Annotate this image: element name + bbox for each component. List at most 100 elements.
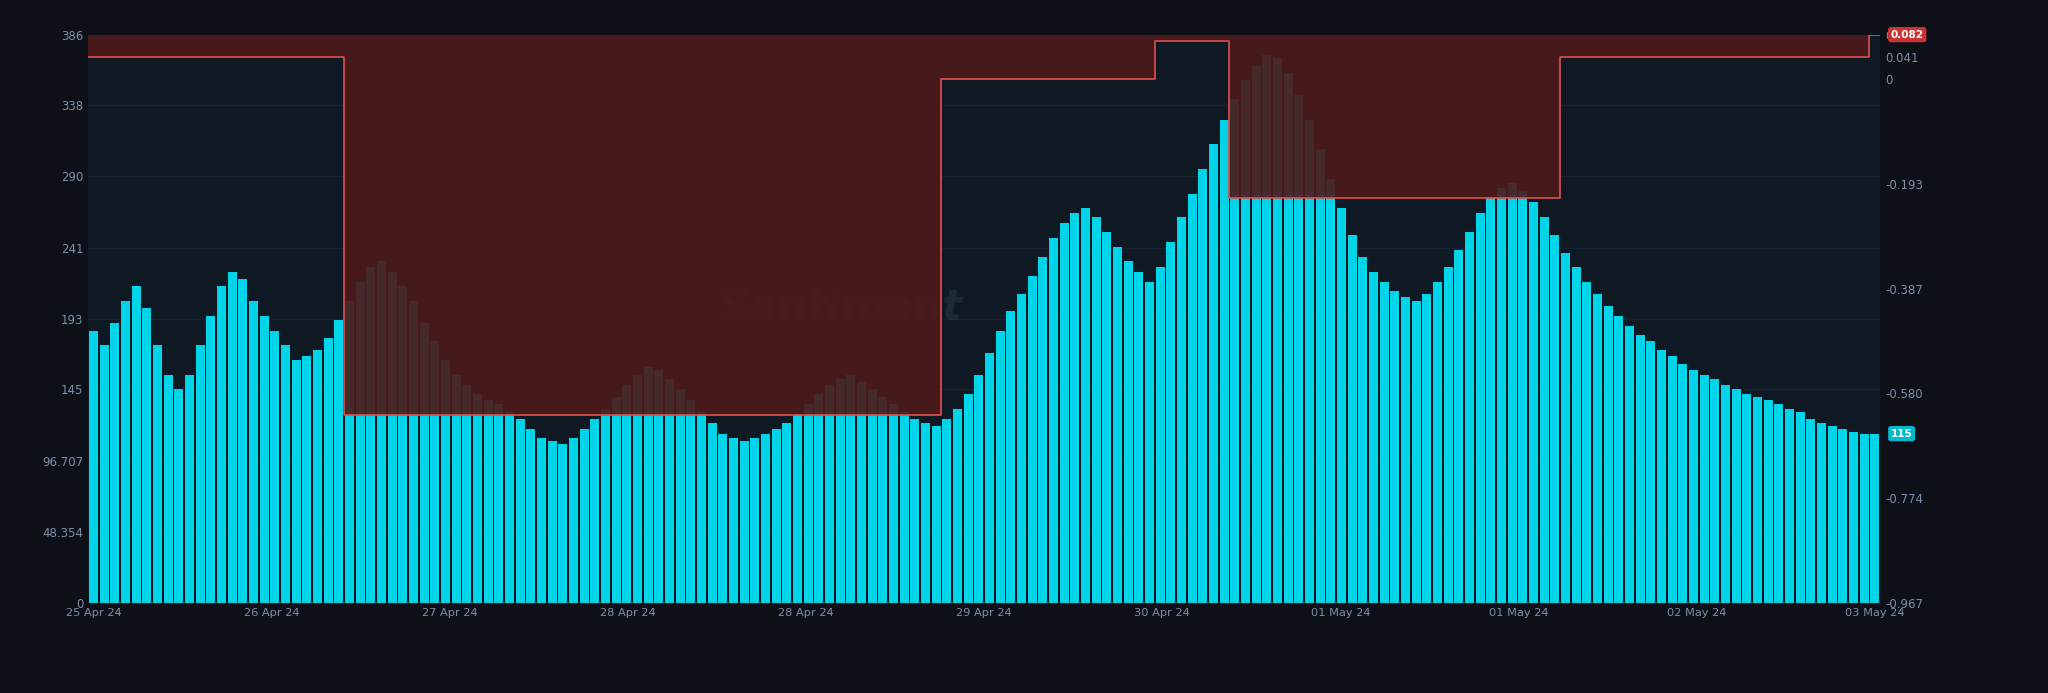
Bar bbox=[846, 375, 856, 603]
Bar bbox=[772, 429, 780, 603]
Bar bbox=[131, 286, 141, 603]
Bar bbox=[1028, 276, 1036, 603]
Bar bbox=[494, 404, 504, 603]
Bar bbox=[473, 394, 481, 603]
Bar bbox=[1188, 193, 1196, 603]
Bar bbox=[909, 419, 920, 603]
Bar bbox=[995, 331, 1006, 603]
Bar bbox=[1753, 397, 1761, 603]
Bar bbox=[729, 438, 737, 603]
Bar bbox=[750, 438, 760, 603]
Bar bbox=[334, 320, 344, 603]
Bar bbox=[1763, 400, 1774, 603]
Bar bbox=[633, 375, 641, 603]
Bar bbox=[217, 286, 225, 603]
Bar bbox=[1081, 209, 1090, 603]
Bar bbox=[1860, 434, 1868, 603]
Bar bbox=[430, 341, 438, 603]
Bar bbox=[1561, 252, 1571, 603]
Bar bbox=[1796, 412, 1804, 603]
Bar bbox=[1636, 335, 1645, 603]
Bar bbox=[250, 301, 258, 603]
Bar bbox=[526, 429, 535, 603]
Bar bbox=[686, 400, 694, 603]
Bar bbox=[932, 426, 940, 603]
Bar bbox=[942, 419, 950, 603]
Bar bbox=[1411, 301, 1421, 603]
Bar bbox=[1518, 191, 1528, 603]
Bar bbox=[227, 272, 238, 603]
Bar bbox=[899, 412, 909, 603]
Bar bbox=[1208, 143, 1219, 603]
Bar bbox=[1657, 350, 1665, 603]
Bar bbox=[600, 409, 610, 603]
Bar bbox=[1540, 217, 1548, 603]
Bar bbox=[1827, 426, 1837, 603]
Bar bbox=[1710, 379, 1718, 603]
Bar bbox=[1348, 235, 1356, 603]
Bar bbox=[100, 345, 109, 603]
Bar bbox=[1391, 291, 1399, 603]
Bar bbox=[793, 414, 803, 603]
Bar bbox=[1647, 341, 1655, 603]
Bar bbox=[1421, 294, 1432, 603]
Bar bbox=[1454, 249, 1462, 603]
Bar bbox=[1849, 432, 1858, 603]
Bar bbox=[281, 345, 291, 603]
Bar bbox=[1102, 232, 1112, 603]
Bar bbox=[1178, 217, 1186, 603]
Bar bbox=[1700, 375, 1708, 603]
Bar bbox=[164, 375, 172, 603]
Bar bbox=[174, 389, 182, 603]
Bar bbox=[707, 423, 717, 603]
Bar bbox=[1251, 66, 1262, 603]
Bar bbox=[1434, 282, 1442, 603]
Bar bbox=[1124, 261, 1133, 603]
Bar bbox=[1294, 95, 1303, 603]
Bar bbox=[1219, 120, 1229, 603]
Bar bbox=[856, 382, 866, 603]
Bar bbox=[1165, 243, 1176, 603]
Bar bbox=[952, 409, 963, 603]
Bar bbox=[1817, 423, 1827, 603]
Bar bbox=[356, 282, 365, 603]
Bar bbox=[1550, 235, 1559, 603]
Bar bbox=[1241, 80, 1249, 603]
Bar bbox=[88, 331, 98, 603]
Bar bbox=[344, 301, 354, 603]
Bar bbox=[803, 404, 813, 603]
Bar bbox=[397, 286, 408, 603]
Bar bbox=[1507, 184, 1518, 603]
Bar bbox=[1677, 365, 1688, 603]
Bar bbox=[1006, 311, 1016, 603]
Bar bbox=[410, 301, 418, 603]
Bar bbox=[1614, 316, 1624, 603]
Bar bbox=[985, 353, 993, 603]
Bar bbox=[1774, 404, 1784, 603]
Bar bbox=[590, 419, 600, 603]
Bar bbox=[1231, 99, 1239, 603]
Bar bbox=[1049, 238, 1059, 603]
Bar bbox=[1731, 389, 1741, 603]
Bar bbox=[1464, 232, 1475, 603]
Bar bbox=[377, 261, 385, 603]
Bar bbox=[1444, 267, 1452, 603]
Bar bbox=[537, 438, 547, 603]
Bar bbox=[238, 279, 248, 603]
Bar bbox=[1720, 385, 1731, 603]
Bar bbox=[1786, 409, 1794, 603]
Bar bbox=[121, 301, 129, 603]
Bar bbox=[559, 444, 567, 603]
Bar bbox=[1530, 202, 1538, 603]
Bar bbox=[889, 404, 897, 603]
Text: Santiment: Santiment bbox=[719, 286, 963, 328]
Bar bbox=[1092, 217, 1100, 603]
Bar bbox=[1839, 429, 1847, 603]
Bar bbox=[1571, 267, 1581, 603]
Bar bbox=[1497, 188, 1505, 603]
Bar bbox=[1198, 168, 1206, 603]
Bar bbox=[815, 394, 823, 603]
Bar bbox=[623, 385, 631, 603]
Bar bbox=[1380, 282, 1389, 603]
Bar bbox=[1337, 209, 1346, 603]
